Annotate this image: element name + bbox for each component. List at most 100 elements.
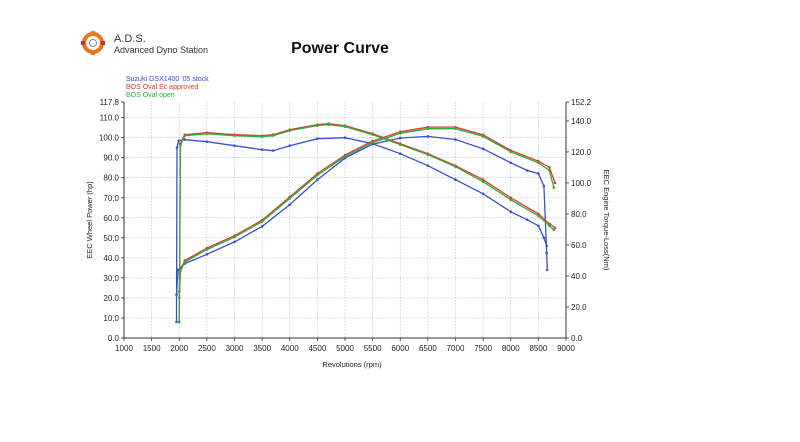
series-2-power-point [537, 212, 540, 216]
series-3-torque-point [183, 260, 187, 264]
x-tick-label: 4500 [308, 344, 326, 353]
series-3-torque-point [316, 173, 319, 177]
axes [121, 101, 569, 341]
series-1-power-point [316, 137, 319, 140]
x-tick-label: 1500 [143, 344, 161, 353]
legend-entry-open: BOS Oval open [126, 92, 175, 99]
series-3-torque-point [288, 197, 292, 200]
series-1-torque-point [398, 136, 402, 140]
series-3-power-point [426, 153, 430, 156]
series-1-torque-point [288, 203, 292, 206]
series-1-power-point [260, 148, 264, 151]
legend-entry-ec-approved: BOS Oval Ec approved [126, 84, 198, 91]
logo-name: Advanced Dyno Station [114, 45, 208, 55]
legend-entry-stock: Suzuki GSX1400 '05 stock [126, 76, 209, 83]
chart-title: Power Curve [291, 40, 389, 57]
series-1-power-point [537, 224, 540, 228]
series-1-power-point [175, 146, 179, 149]
series [175, 122, 557, 324]
y-left-tick-label: 117.8 [100, 98, 120, 107]
x-tick-label: 7000 [447, 344, 465, 353]
series-3-power-point [327, 123, 330, 126]
x-tick-label: 4000 [281, 344, 299, 353]
series-2-torque-point [553, 181, 557, 185]
y-left-tick-label: 70.0 [103, 194, 119, 203]
y-left-tick-label: 50.0 [103, 234, 119, 243]
series-1-torque-point [316, 178, 319, 182]
series-3-torque-point [260, 220, 264, 224]
series-3-power-point [177, 320, 181, 324]
series-1-torque-point [205, 252, 209, 256]
y-left-tick-label: 20.0 [103, 294, 119, 303]
series-3-power-point [552, 228, 556, 232]
series-1-power-point [175, 320, 178, 324]
series-3-power-point [454, 165, 457, 169]
series-1-power-point [271, 149, 275, 152]
series-3-power-point [271, 134, 275, 137]
x-tick-label: 9000 [557, 344, 575, 353]
series-1-torque-point [233, 240, 236, 244]
y-right-tick-label: 0.0 [571, 334, 583, 343]
series-3-power-point [179, 144, 182, 147]
series-1-torque-point [426, 135, 430, 138]
series-1-torque-point [545, 268, 549, 272]
x-axis-label: Revolutions (rpm) [322, 360, 382, 369]
y-right-tick-label: 40.0 [571, 272, 587, 281]
series-1-torque-point [545, 251, 548, 255]
y-axis-left-label: EEC Wheel Power (hp) [85, 181, 94, 259]
y-right-tick-label: 120.0 [571, 148, 592, 157]
series-3-power-point [233, 134, 236, 137]
y-left-tick-label: 30.0 [103, 274, 119, 283]
x-tick-label: 5500 [364, 344, 382, 353]
y-left-tick-label: 10.0 [103, 314, 119, 323]
series-3-power-line [178, 123, 555, 323]
series-3-torque-point [179, 270, 182, 273]
series-1-torque-point [537, 172, 540, 175]
y-right-tick-label: 152.2 [571, 98, 592, 107]
series-3-power-point [481, 180, 485, 184]
series-3-torque-point [398, 132, 402, 135]
series-2-torque-point [548, 166, 551, 169]
series-1-torque-point [175, 293, 178, 296]
series-1-torque-point [526, 169, 529, 172]
series-2-power-point [481, 178, 485, 182]
series-1-torque-point [454, 138, 457, 141]
series-3-torque-point [343, 155, 347, 158]
gear-logo-icon [81, 31, 105, 55]
y-left-tick-label: 100.0 [99, 134, 120, 143]
series-1-power-point [177, 139, 180, 142]
series-1-power-point [288, 144, 292, 147]
series-1-power-point [426, 164, 430, 168]
series-3-torque-point [552, 186, 556, 189]
series-2-power-point [553, 226, 557, 230]
series-3-power-point [509, 198, 513, 202]
y-left-tick-label: 90.0 [103, 154, 119, 163]
series-3-torque-point [481, 135, 485, 138]
series-3-torque-point [454, 127, 457, 130]
series-1-power-point [526, 218, 529, 222]
legend: Suzuki GSX1400 '05 stock BOS Oval Ec app… [126, 76, 209, 99]
series-3-power-point [371, 133, 374, 136]
y-left-tick-label: 0.0 [108, 334, 120, 343]
series-1-power-point [183, 138, 187, 141]
x-tick-label: 2500 [198, 344, 216, 353]
series-3-power-point [183, 134, 187, 137]
series-1-power-point [398, 152, 402, 155]
series-1-torque-point [481, 147, 485, 151]
series-3-power-point [398, 143, 402, 146]
series-3-torque-point [537, 161, 540, 165]
y-right-tick-label: 80.0 [571, 210, 587, 219]
series-3-power-point [343, 125, 347, 128]
series-1-power-point [343, 136, 347, 139]
tick-labels: 1000 1500 2000 2500 3000 3500 4000 4500 5000 5500… [99, 98, 592, 353]
series-1-torque-point [260, 225, 264, 228]
series-1-power-point [233, 144, 236, 147]
series-3-power-point [205, 132, 209, 135]
series-1-torque-point [176, 268, 180, 272]
series-3-torque-point [509, 150, 513, 154]
ads-logo: A.D.S. Advanced Dyno Station [81, 31, 208, 55]
y-right-tick-label: 20.0 [571, 303, 587, 312]
series-3-power-point [260, 135, 264, 138]
x-tick-label: 5000 [336, 344, 354, 353]
x-tick-label: 3500 [253, 344, 271, 353]
